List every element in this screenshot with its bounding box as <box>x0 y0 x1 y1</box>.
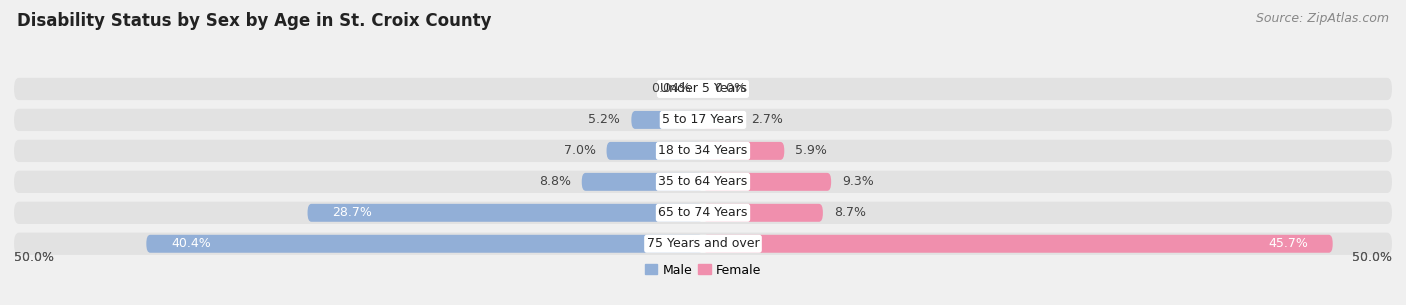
Text: 8.7%: 8.7% <box>834 206 866 219</box>
Text: 5.9%: 5.9% <box>796 144 827 157</box>
Text: 0.04%: 0.04% <box>651 82 692 95</box>
Text: 2.7%: 2.7% <box>751 113 783 126</box>
Text: 75 Years and over: 75 Years and over <box>647 237 759 250</box>
Text: 0.0%: 0.0% <box>714 82 747 95</box>
Text: 8.8%: 8.8% <box>538 175 571 188</box>
FancyBboxPatch shape <box>146 235 703 253</box>
Legend: Male, Female: Male, Female <box>640 259 766 282</box>
Text: 9.3%: 9.3% <box>842 175 875 188</box>
FancyBboxPatch shape <box>703 142 785 160</box>
FancyBboxPatch shape <box>14 171 1392 193</box>
Text: 35 to 64 Years: 35 to 64 Years <box>658 175 748 188</box>
Text: 50.0%: 50.0% <box>1353 251 1392 264</box>
FancyBboxPatch shape <box>14 78 1392 100</box>
Text: 50.0%: 50.0% <box>14 251 53 264</box>
Text: 45.7%: 45.7% <box>1268 237 1308 250</box>
Text: 18 to 34 Years: 18 to 34 Years <box>658 144 748 157</box>
FancyBboxPatch shape <box>703 235 1333 253</box>
Text: Disability Status by Sex by Age in St. Croix County: Disability Status by Sex by Age in St. C… <box>17 12 491 30</box>
Text: Under 5 Years: Under 5 Years <box>659 82 747 95</box>
Text: 5.2%: 5.2% <box>589 113 620 126</box>
FancyBboxPatch shape <box>582 173 703 191</box>
Text: 7.0%: 7.0% <box>564 144 596 157</box>
Text: Source: ZipAtlas.com: Source: ZipAtlas.com <box>1256 12 1389 25</box>
FancyBboxPatch shape <box>308 204 703 222</box>
FancyBboxPatch shape <box>699 80 706 98</box>
Text: 50.0%: 50.0% <box>14 251 53 264</box>
FancyBboxPatch shape <box>14 109 1392 131</box>
Text: 5 to 17 Years: 5 to 17 Years <box>662 113 744 126</box>
FancyBboxPatch shape <box>703 111 740 129</box>
FancyBboxPatch shape <box>606 142 703 160</box>
FancyBboxPatch shape <box>631 111 703 129</box>
FancyBboxPatch shape <box>703 204 823 222</box>
Text: 28.7%: 28.7% <box>332 206 373 219</box>
FancyBboxPatch shape <box>14 202 1392 224</box>
FancyBboxPatch shape <box>14 140 1392 162</box>
Text: 65 to 74 Years: 65 to 74 Years <box>658 206 748 219</box>
FancyBboxPatch shape <box>703 173 831 191</box>
Text: 40.4%: 40.4% <box>172 237 211 250</box>
Text: 50.0%: 50.0% <box>1353 251 1392 264</box>
FancyBboxPatch shape <box>14 233 1392 255</box>
